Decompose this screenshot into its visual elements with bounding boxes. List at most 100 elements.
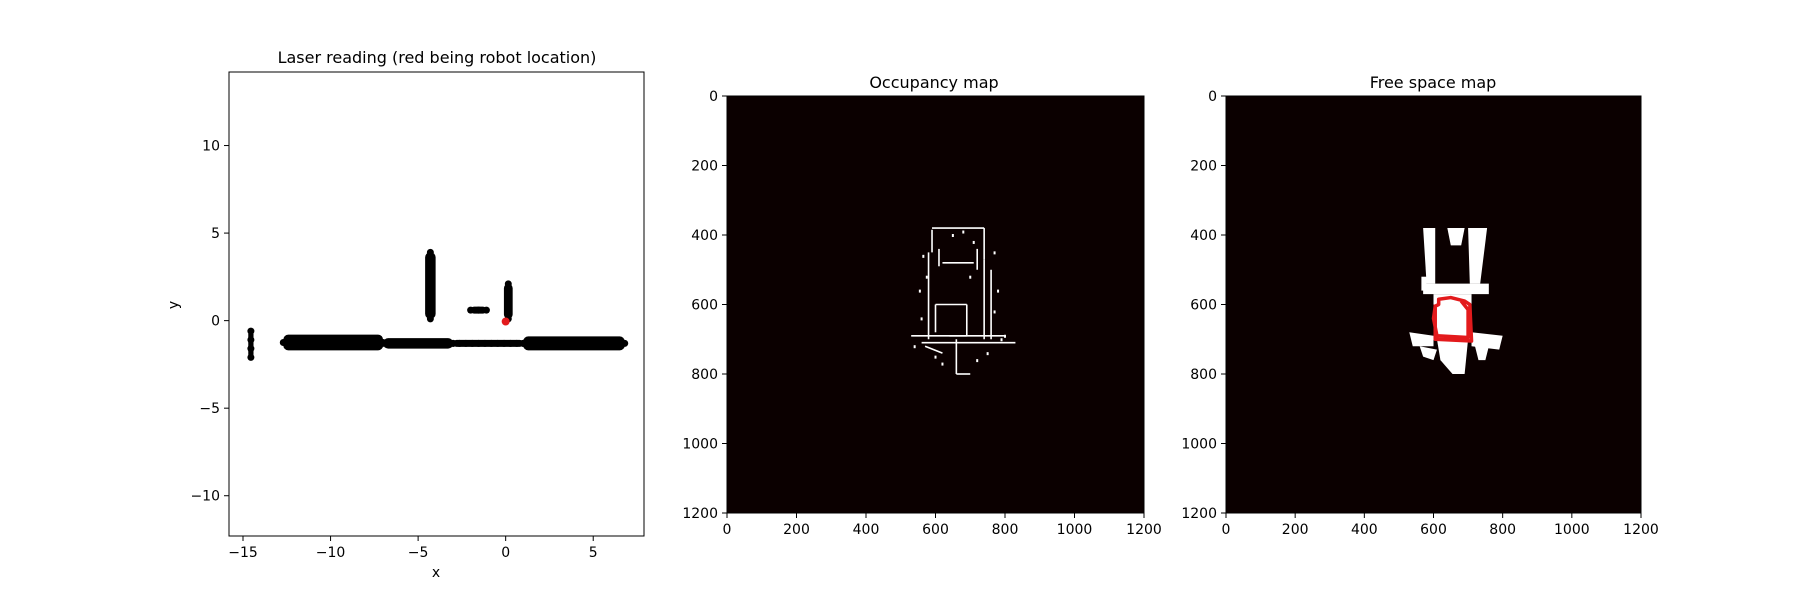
laser-plot-area	[228, 71, 645, 537]
laser-point	[513, 339, 521, 347]
p3-y-tick-label: 200	[1190, 159, 1217, 175]
laser-point	[532, 339, 540, 347]
laser-chart-title: Laser reading (red being robot location)	[278, 48, 597, 67]
laser-point	[247, 345, 255, 353]
laser-x-tick-label: −5	[408, 545, 429, 561]
free-space-region	[1447, 228, 1465, 246]
occupied-cell	[925, 275, 928, 279]
laser-x-tick-label: −15	[228, 545, 258, 561]
laser-point	[292, 339, 300, 347]
laser-point	[411, 339, 419, 347]
occupied-cell	[969, 275, 972, 279]
laser-point	[570, 339, 578, 347]
laser-point	[430, 339, 438, 347]
laser-point	[373, 339, 381, 347]
p3-x-tick-label: 600	[1420, 522, 1447, 538]
laser-point	[426, 248, 434, 256]
p2-y-tick-label: 200	[691, 159, 718, 175]
laser-point	[360, 339, 368, 347]
p2-y-tick-label: 400	[691, 228, 718, 244]
laser-point	[545, 339, 553, 347]
laser-point	[286, 339, 294, 347]
laser-point	[449, 339, 457, 347]
occupied-cell	[941, 362, 944, 366]
laser-point	[279, 339, 287, 347]
laser-point	[367, 339, 375, 347]
laser-scatter-panel: Laser reading (red being robot location)…	[166, 48, 645, 581]
laser-point	[589, 339, 597, 347]
occupancy-map-panel: Occupancy map 0 200 400 600 800 1000 1200 0 200…	[682, 73, 1161, 538]
laser-point	[494, 339, 502, 347]
p3-y-tick-label: 1200	[1181, 506, 1217, 522]
p3-y-tick-label: 800	[1190, 367, 1217, 383]
free-space-region	[1419, 346, 1437, 361]
laser-point	[475, 339, 483, 347]
occupied-cell	[934, 355, 937, 359]
p3-x-tick-label: 800	[1489, 522, 1516, 538]
free-space-region	[1468, 228, 1488, 284]
laser-point	[468, 339, 476, 347]
laser-point	[481, 339, 489, 347]
laser-point	[467, 306, 475, 314]
laser-point	[385, 339, 393, 347]
laser-point	[348, 339, 356, 347]
laser-point	[426, 302, 434, 310]
laser-point	[583, 339, 591, 347]
laser-point	[538, 339, 546, 347]
laser-point	[443, 339, 451, 347]
laser-scatter-marks	[247, 248, 629, 361]
laser-point	[504, 287, 512, 295]
occupied-cell	[986, 352, 989, 356]
laser-point	[424, 339, 432, 347]
p3-y-tick-label: 0	[1208, 89, 1217, 105]
laser-point	[323, 339, 331, 347]
occupied-cell	[918, 289, 921, 293]
occupied-cell	[1000, 338, 1003, 342]
laser-point	[426, 295, 434, 303]
laser-point	[335, 339, 343, 347]
laser-point	[247, 353, 255, 361]
laser-point	[506, 339, 514, 347]
p2-y-tick-label: 1000	[682, 437, 718, 453]
laser-point	[475, 306, 483, 314]
laser-point	[504, 301, 512, 309]
occupancy-map-title: Occupancy map	[869, 73, 998, 92]
p2-x-tick-label: 1200	[1126, 522, 1162, 538]
occupied-cell	[951, 234, 954, 237]
laser-point	[487, 339, 495, 347]
laser-point	[504, 294, 512, 302]
laser-x-axis-ticks: −15 −10 −5 0 5	[228, 536, 598, 561]
occupancy-y-axis-ticks: 0 200 400 600 800 1000 1200	[682, 89, 727, 522]
laser-point	[576, 339, 584, 347]
occupied-cell	[1004, 334, 1006, 338]
laser-point	[462, 339, 470, 347]
laser-point	[417, 339, 425, 347]
laser-point	[614, 339, 622, 347]
laser-point	[557, 339, 565, 347]
laser-y-tick-label: −10	[190, 489, 220, 505]
axes-border	[726, 95, 1145, 514]
laser-point	[504, 280, 512, 288]
laser-x-tick-label: −10	[316, 545, 346, 561]
laser-point	[317, 339, 325, 347]
occupied-cell	[972, 240, 975, 244]
laser-point	[298, 339, 306, 347]
p3-x-tick-label: 0	[1222, 522, 1231, 538]
axes-border	[228, 71, 645, 537]
laser-point	[329, 339, 337, 347]
laser-y-axis-label: y	[166, 301, 182, 309]
occupied-cell	[922, 254, 925, 258]
laser-point	[426, 255, 434, 263]
free-space-region	[1471, 332, 1503, 350]
laser-point	[310, 339, 318, 347]
free-space-region	[1423, 283, 1489, 295]
laser-x-tick-label: 5	[589, 545, 598, 561]
p2-y-tick-label: 0	[709, 89, 718, 105]
laser-point	[426, 262, 434, 270]
laser-y-tick-label: −5	[199, 401, 220, 417]
laser-point	[354, 339, 362, 347]
occupied-cell-line	[924, 345, 943, 354]
laser-y-tick-label: 5	[211, 226, 220, 242]
p2-x-tick-label: 0	[723, 522, 732, 538]
